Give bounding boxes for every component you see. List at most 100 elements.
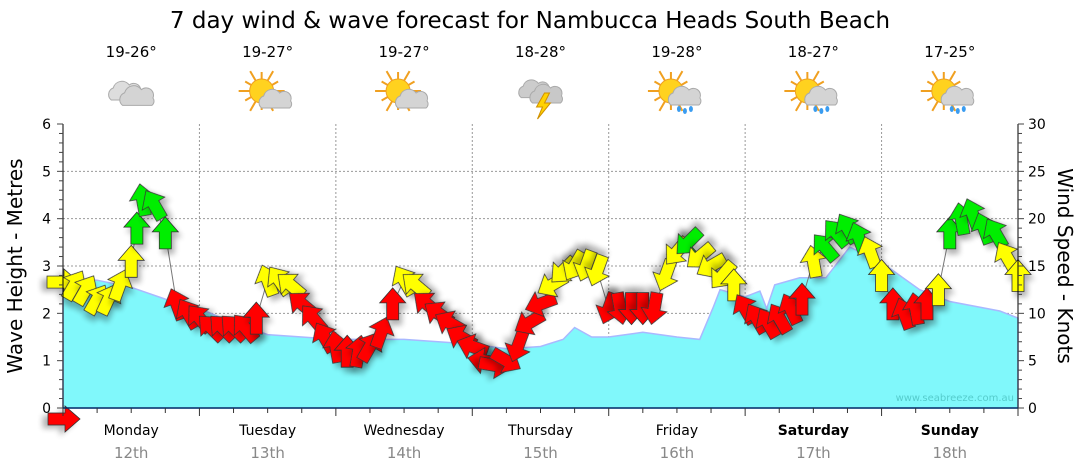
sun-ray — [794, 70, 803, 82]
sun-ray — [926, 96, 934, 102]
sun-ray — [266, 70, 275, 82]
day-label: Friday — [656, 423, 698, 439]
date-label: 12th — [114, 444, 148, 462]
sun-ray — [931, 100, 939, 112]
day-label: Wednesday — [364, 423, 445, 439]
wind-arrow-moderate — [867, 258, 896, 292]
rain-drop — [961, 106, 966, 112]
wind-arrow-strong — [151, 216, 180, 250]
sun-showers-icon — [920, 70, 975, 114]
rain-drop — [949, 106, 954, 112]
left-tick-label: 4 — [42, 212, 51, 228]
right-tick-label: 25 — [1028, 164, 1046, 180]
temperature-range: 19-28° — [651, 43, 702, 61]
sun-ray — [953, 80, 961, 86]
day-label: Tuesday — [238, 423, 296, 439]
wind-arrow-light — [524, 291, 559, 318]
left-tick-label: 5 — [42, 164, 51, 180]
date-label: 16th — [660, 444, 694, 462]
wind-arrows — [46, 183, 1032, 433]
temperature-range: 18-27° — [788, 43, 839, 61]
sun-ray — [381, 96, 389, 102]
right-tick-label: 30 — [1028, 117, 1046, 133]
sun-ray — [381, 80, 389, 86]
sun-ray — [948, 70, 957, 82]
temperature-range: 19-27° — [379, 43, 430, 61]
sun-ray — [790, 80, 798, 86]
rain-drop — [825, 106, 830, 112]
right-axis-label: Wind Speed - Knots — [1053, 168, 1077, 364]
sun-ray — [926, 80, 934, 86]
sun-ray — [385, 70, 393, 82]
day-label: Sunday — [921, 423, 979, 439]
date-label: 14th — [387, 444, 421, 462]
wind-arrow-light — [640, 291, 668, 325]
wind-arrow-light — [242, 301, 271, 335]
rain-drop — [955, 108, 960, 114]
wind-arrow-moderate — [584, 253, 611, 287]
temperature-range: 19-26° — [106, 43, 157, 61]
sun-ray — [653, 96, 662, 102]
watermark: www.seabreeze.com.au — [896, 393, 1014, 404]
sun-ray — [680, 80, 688, 86]
sun-showers-icon — [784, 70, 838, 114]
date-label: 13th — [250, 444, 284, 462]
rain-drop — [676, 106, 681, 112]
left-tick-label: 6 — [42, 117, 51, 133]
sun-ray — [403, 70, 411, 82]
wind-arrow-light — [378, 287, 407, 321]
sun-ray — [658, 70, 666, 82]
sun-ray — [812, 70, 820, 82]
left-tick-label: 3 — [42, 259, 51, 275]
wind-arrow-strong — [123, 211, 151, 245]
partly-cloudy-icon — [375, 70, 429, 112]
date-label: 15th — [523, 444, 557, 462]
sun-ray — [658, 100, 666, 112]
right-tick-label: 20 — [1028, 212, 1046, 228]
sun-ray — [249, 100, 257, 112]
wind-arrow-light — [788, 282, 816, 316]
right-tick-label: 15 — [1028, 259, 1046, 275]
partly-cloudy-icon — [238, 70, 293, 112]
wind-arrow-moderate — [106, 269, 134, 303]
daily-weather-row: 19-26° 19-27° 19-27° 18-28° 19-28° 18-27° 17-2… — [106, 43, 975, 120]
sun-ray — [244, 80, 252, 86]
sun-ray — [407, 80, 416, 86]
left-tick-label: 0 — [42, 401, 51, 417]
lightning-bolt — [535, 92, 552, 120]
sun-ray — [244, 96, 252, 102]
sun-ray — [271, 80, 279, 86]
sun-ray — [794, 100, 803, 112]
cloudy-icon — [108, 80, 155, 106]
right-tick-label: 10 — [1028, 306, 1046, 322]
wind-arrow-light — [47, 405, 81, 433]
wind-arrow-moderate — [117, 244, 146, 278]
chart-title: 7 day wind & wave forecast for Nambucca … — [170, 8, 890, 34]
cloud-shape — [667, 85, 702, 106]
wind-arrow-moderate — [924, 273, 953, 307]
temperature-range: 17-25° — [924, 43, 975, 61]
wind-arrow-strong — [141, 190, 168, 222]
sun-ray — [790, 96, 798, 102]
thunderstorm-icon — [518, 79, 563, 120]
left-axis-label: Wave Height - Metres — [3, 158, 27, 373]
cloud-shape — [940, 85, 975, 106]
right-tick-label: 0 — [1028, 401, 1037, 417]
day-label: Monday — [104, 423, 159, 439]
temperature-range: 19-27° — [242, 43, 293, 61]
rain-drop — [682, 108, 687, 114]
temperature-range: 18-28° — [515, 43, 566, 61]
sun-ray — [676, 70, 684, 82]
wind-arrow-moderate — [799, 244, 827, 279]
axes: 0 1 2 3 4 5 6 0 5 10 15 20 25 30 Monday 12th Tuesday 13th… — [42, 117, 1046, 462]
cloud-shape — [258, 88, 293, 109]
cloud-shape — [119, 85, 155, 106]
wind-arrow-light — [368, 316, 395, 350]
date-label: 18th — [933, 444, 967, 462]
date-label: 17th — [796, 444, 830, 462]
left-tick-label: 1 — [42, 354, 51, 370]
cloud-shape — [804, 85, 838, 106]
sun-ray — [931, 70, 939, 82]
sun-ray — [653, 80, 662, 86]
